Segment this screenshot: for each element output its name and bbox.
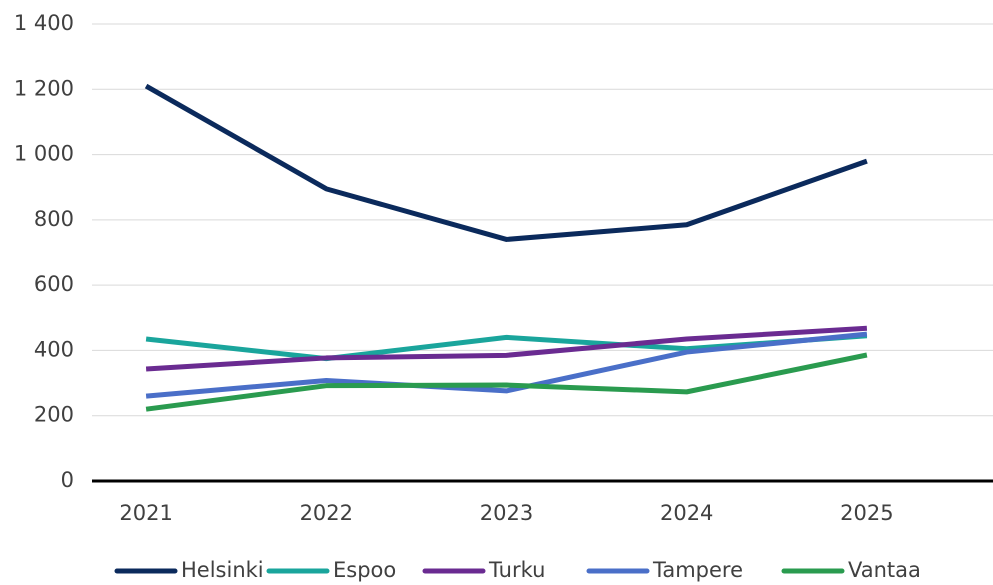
legend-label: Tampere [652, 558, 743, 582]
y-tick-label: 800 [34, 207, 74, 231]
y-tick-label: 1 400 [14, 11, 74, 35]
series-line [145, 352, 868, 412]
y-tick-label: 600 [34, 272, 74, 296]
series-line [145, 331, 868, 399]
y-tick-label: 0 [61, 468, 74, 492]
y-tick-label: 400 [34, 337, 74, 361]
x-tick-label: 2022 [300, 501, 353, 525]
series-line [145, 325, 868, 372]
legend-label: Turku [488, 558, 545, 582]
legend-label: Espoo [333, 558, 396, 582]
legend-label: Vantaa [848, 558, 921, 582]
y-tick-label: 1 200 [14, 76, 74, 100]
legend-label: Helsinki [181, 558, 264, 582]
y-tick-label: 1 000 [14, 142, 74, 166]
y-tick-label: 200 [34, 403, 74, 427]
x-tick-label: 2025 [840, 501, 893, 525]
x-tick-label: 2021 [119, 501, 172, 525]
series-line [144, 83, 868, 242]
x-tick-label: 2023 [480, 501, 533, 525]
x-tick-label: 2024 [660, 501, 713, 525]
